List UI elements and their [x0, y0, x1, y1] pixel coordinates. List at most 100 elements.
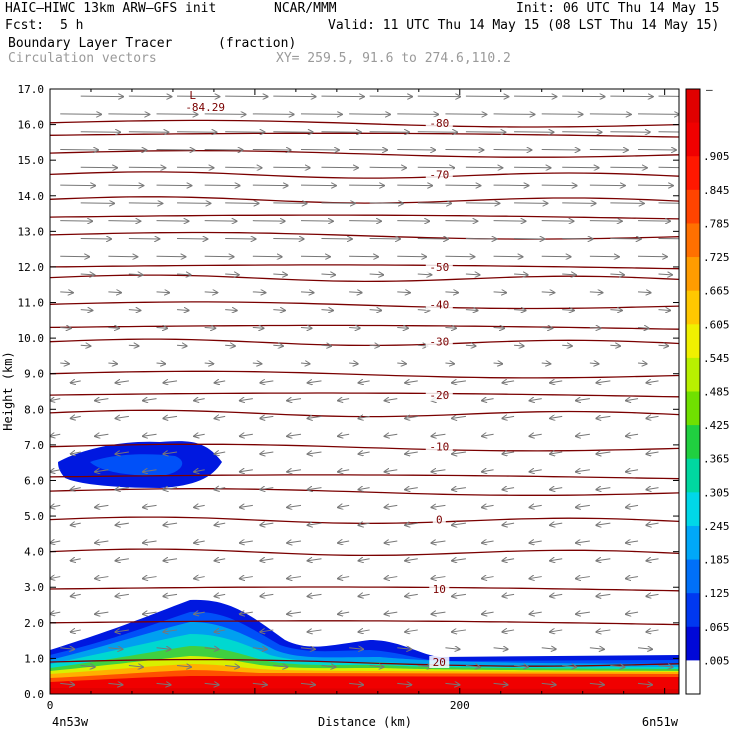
- wind-vector: [417, 238, 448, 239]
- wind-vector: [445, 114, 486, 115]
- wind-vector: [359, 381, 370, 383]
- wind-vector: [108, 150, 146, 151]
- y-axis-label: Height (km): [1, 351, 15, 430]
- wind-vector: [445, 363, 454, 364]
- wind-vector: [626, 577, 639, 579]
- wind-vector: [108, 683, 122, 685]
- organization-label: NCAR/MMM: [274, 1, 337, 16]
- wind-vector: [646, 559, 659, 561]
- wind-vector: [576, 434, 590, 436]
- wind-vector: [156, 327, 168, 328]
- x-tick-label: 200: [450, 699, 470, 712]
- wind-vector: [502, 523, 515, 525]
- wind-vector: [530, 505, 542, 507]
- wind-vector: [550, 630, 563, 632]
- wind-vector: [143, 612, 157, 614]
- wind-vector: [452, 381, 466, 383]
- wind-vector: [143, 541, 157, 543]
- wind-vector: [95, 399, 109, 401]
- wind-vector: [273, 274, 287, 275]
- contour-label-bg: [425, 440, 453, 453]
- wind-vector: [156, 292, 170, 293]
- wind-vector: [541, 185, 577, 186]
- wind-vector: [562, 666, 576, 668]
- wind-vector: [308, 381, 322, 383]
- wind-vector: [143, 505, 157, 507]
- wind-vector: [431, 470, 446, 472]
- wind-vector: [637, 648, 652, 650]
- wind-vector: [287, 399, 302, 401]
- x-start-location: 4n53w: [52, 715, 89, 729]
- wind-vector: [321, 132, 360, 133]
- wind-vector: [273, 345, 283, 346]
- wind-vector: [445, 683, 459, 685]
- forecast-hours: 5 h: [60, 18, 84, 33]
- wind-vector: [385, 541, 398, 543]
- wind-vector: [260, 488, 274, 490]
- wind-vector: [658, 666, 673, 668]
- wind-vector: [658, 95, 679, 97]
- wind-vector: [589, 327, 601, 328]
- wind-vector: [60, 292, 73, 293]
- wind-vector: [502, 381, 515, 383]
- colorbar-label: .845: [703, 184, 730, 197]
- temperature-contours: [50, 119, 679, 667]
- wind-vector: [252, 327, 264, 328]
- wind-vector: [176, 310, 189, 311]
- wind-vector: [194, 612, 205, 614]
- temperature-contour: [50, 586, 679, 592]
- wind-vector: [300, 150, 339, 151]
- contour-label: -40: [429, 298, 449, 311]
- wind-vector: [385, 434, 398, 436]
- wind-vector: [321, 238, 351, 239]
- wind-vector: [128, 666, 143, 668]
- wind-vector: [204, 327, 216, 328]
- wind-vector: [215, 416, 226, 418]
- wind-vector: [465, 666, 480, 668]
- wind-vector: [260, 630, 274, 632]
- wind-vector: [225, 666, 239, 668]
- wind-vector: [626, 470, 639, 472]
- wind-vector: [273, 167, 309, 168]
- wind-vector: [646, 523, 659, 525]
- colorbar-swatch: [686, 391, 700, 426]
- wind-vector: [194, 577, 205, 579]
- wind-vector: [108, 221, 140, 222]
- wind-vector: [514, 132, 553, 133]
- y-tick-label: 7.0: [24, 439, 44, 452]
- contour-label-bg: [425, 116, 453, 129]
- wind-vector: [405, 630, 418, 632]
- wind-vector: [397, 256, 426, 257]
- wind-vector: [514, 96, 556, 97]
- wind-vector: [445, 292, 458, 293]
- wind-vector: [50, 399, 61, 401]
- colorbar-swatch: [686, 223, 700, 258]
- wind-vector: [177, 203, 210, 204]
- wind-vector: [116, 523, 129, 525]
- wind-vector: [502, 630, 515, 632]
- wind-vector: [369, 310, 382, 311]
- wind-vector: [589, 683, 604, 685]
- wind-vector: [562, 274, 576, 275]
- wind-vector: [417, 345, 428, 346]
- wind-vector: [646, 594, 659, 596]
- colorbar-swatch: [686, 156, 700, 191]
- wind-vector: [405, 559, 418, 561]
- wind-vector: [465, 345, 476, 346]
- temperature-contour: [50, 301, 679, 310]
- wind-vector: [128, 345, 139, 346]
- wind-vector: [50, 541, 61, 543]
- wind-vector: [576, 470, 590, 472]
- wind-vector: [637, 292, 651, 293]
- wind-vector: [308, 559, 322, 561]
- contour-label-bg: [432, 513, 446, 526]
- plot-frame: [49, 88, 680, 695]
- wind-vector: [338, 399, 350, 401]
- wind-vector: [108, 363, 117, 364]
- wind-vector: [626, 505, 639, 507]
- wind-vector: [60, 114, 101, 115]
- wind-vector: [541, 114, 583, 115]
- colorbar-label: .185: [703, 554, 730, 567]
- wind-vector: [177, 96, 219, 97]
- wind-vector: [50, 577, 61, 579]
